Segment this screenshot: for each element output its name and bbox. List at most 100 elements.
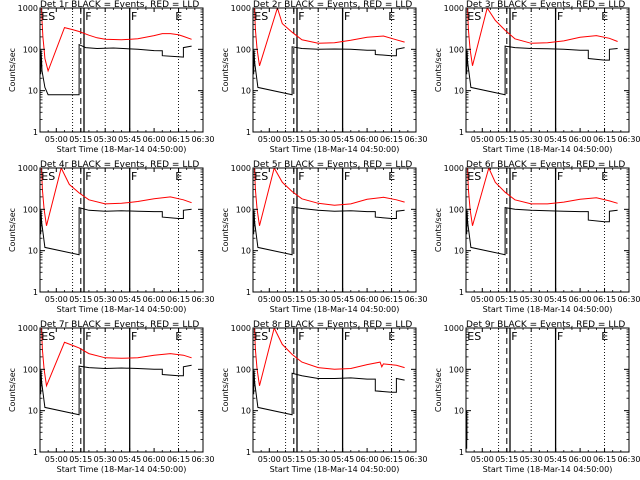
x-tick-label: 05:30 — [520, 135, 543, 144]
x-tick-label: 05:45 — [331, 455, 354, 464]
y-tick-label: 10 — [454, 247, 464, 256]
y-tick-label: 1000 — [231, 164, 251, 173]
x-tick-label: 05:00 — [45, 295, 68, 304]
x-tick-label: 05:30 — [307, 295, 330, 304]
series-lld-line — [41, 168, 192, 226]
series-group — [466, 8, 618, 96]
y-tick-label: 10 — [28, 407, 38, 416]
series-group — [253, 8, 405, 96]
x-tick-label: 05:00 — [471, 295, 494, 304]
x-tick-label: 05:15 — [282, 295, 305, 304]
x-tick-label: 06:15 — [593, 295, 616, 304]
panel-title: Det 3r BLACK = Events, RED = LLD — [466, 0, 625, 10]
series-events-line — [40, 364, 192, 416]
x-tick-label: 06:15 — [380, 135, 403, 144]
x-tick-label: 05:15 — [282, 455, 305, 464]
x-tick-label: 06:00 — [143, 455, 166, 464]
marker-label: E — [388, 330, 395, 343]
marker-label: ES — [41, 10, 55, 23]
x-tick-label: 06:00 — [143, 135, 166, 144]
panel-title: Det 1r BLACK = Events, RED = LLD — [40, 0, 199, 10]
x-tick-label: 05:15 — [495, 455, 518, 464]
series-events-line — [466, 45, 618, 96]
y-axis-label: Counts/sec — [8, 48, 17, 92]
marker-label: F — [511, 330, 517, 343]
series-group — [40, 328, 192, 416]
panel-title: Det 7r BLACK = Events, RED = LLD — [40, 320, 199, 330]
y-axis-label: Counts/sec — [434, 48, 443, 92]
marker-label: ES — [254, 330, 268, 343]
y-tick-label: 10 — [241, 247, 251, 256]
x-tick-label: 06:00 — [356, 295, 379, 304]
x-tick-label: 05:00 — [471, 135, 494, 144]
series-events-line — [253, 206, 405, 256]
y-tick-label: 100 — [449, 365, 464, 374]
marker-label: F — [557, 170, 563, 183]
y-tick-label: 1000 — [444, 324, 464, 333]
marker-label: F — [131, 170, 137, 183]
x-tick-label: 05:00 — [258, 135, 281, 144]
y-tick-label: 10 — [28, 87, 38, 96]
x-tick-label: 06:30 — [404, 135, 427, 144]
x-tick-label: 06:15 — [167, 455, 190, 464]
x-tick-label: 06:15 — [593, 455, 616, 464]
x-tick-label: 05:30 — [307, 455, 330, 464]
series-lld-line — [41, 328, 192, 388]
series-group — [253, 168, 405, 256]
y-tick-label: 1 — [459, 128, 464, 137]
y-tick-label: 1000 — [231, 4, 251, 13]
x-tick-label: 05:00 — [258, 295, 281, 304]
x-axis-label: Start Time (18-Mar-14 04:50:00) — [483, 145, 613, 154]
x-tick-label: 05:15 — [282, 135, 305, 144]
marker-label: ES — [254, 170, 268, 183]
series-lld-line — [254, 168, 405, 226]
marker-label: ES — [254, 10, 268, 23]
y-tick-label: 1 — [33, 288, 38, 297]
y-tick-label: 10 — [241, 407, 251, 416]
series-group — [40, 8, 192, 96]
x-tick-label: 06:30 — [404, 455, 427, 464]
y-axis-label: Counts/sec — [221, 368, 230, 412]
y-tick-label: 100 — [23, 205, 38, 214]
panel-title: Det 8r BLACK = Events, RED = LLD — [253, 320, 412, 330]
series-events-line — [466, 207, 618, 256]
y-tick-label: 1 — [246, 448, 251, 457]
marker-label: F — [511, 10, 517, 23]
y-tick-label: 1000 — [18, 164, 38, 173]
y-tick-label: 1 — [246, 128, 251, 137]
series-lld-line — [467, 168, 618, 226]
series-lld-line — [254, 328, 405, 386]
x-tick-label: 06:00 — [569, 135, 592, 144]
x-tick-label: 06:15 — [380, 295, 403, 304]
x-tick-label: 06:15 — [167, 295, 190, 304]
y-tick-label: 1 — [33, 128, 38, 137]
x-tick-label: 05:45 — [331, 295, 354, 304]
x-tick-label: 06:15 — [380, 455, 403, 464]
y-tick-label: 1000 — [18, 4, 38, 13]
marker-label: F — [131, 330, 137, 343]
x-axis-label: Start Time (18-Mar-14 04:50:00) — [57, 465, 187, 474]
panel-title: Det 4r BLACK = Events, RED = LLD — [40, 160, 199, 170]
marker-label: E — [601, 170, 608, 183]
series-lld-line — [41, 8, 192, 73]
y-tick-label: 1 — [459, 448, 464, 457]
x-tick-label: 05:15 — [495, 295, 518, 304]
x-tick-label: 06:00 — [143, 295, 166, 304]
marker-label: ES — [41, 330, 55, 343]
panel-title: Det 9r BLACK = Events, RED = LLD — [466, 320, 625, 330]
y-axis-label: Counts/sec — [221, 208, 230, 252]
series-group — [466, 168, 618, 256]
marker-label: ES — [467, 10, 481, 23]
y-tick-label: 100 — [236, 45, 251, 54]
y-axis-label: Counts/sec — [8, 368, 17, 412]
marker-label: F — [85, 170, 91, 183]
x-tick-label: 05:45 — [544, 135, 567, 144]
x-tick-label: 06:30 — [191, 295, 214, 304]
y-tick-label: 1000 — [444, 4, 464, 13]
